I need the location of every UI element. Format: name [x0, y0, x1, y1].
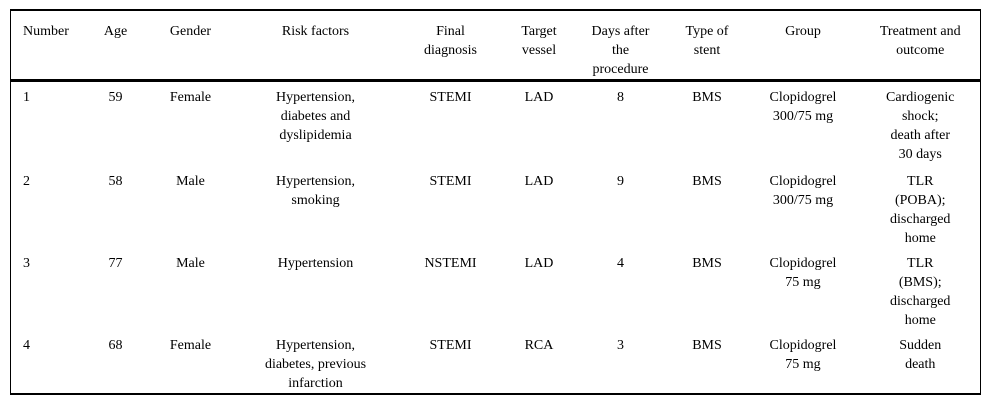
cell-treatment-outcome: Sudden death	[899, 337, 942, 372]
cell-days-after-procedure: 4	[617, 255, 624, 271]
cell-days-after-procedure: 9	[617, 173, 624, 189]
cell-number: 1	[23, 90, 30, 105]
table-row-2: 2 58 Male Hypertension, smoking STEMI LA…	[11, 166, 981, 248]
column-header-risk-factors: Risk factors	[235, 10, 396, 82]
cell-number: 2	[23, 173, 30, 189]
cell-treatment-outcome: TLR (POBA); discharged home	[890, 173, 951, 246]
cell-risk-factors: Hypertension	[277, 255, 354, 271]
cell-days-after-procedure: 3	[617, 337, 624, 353]
column-header-type-of-stent: Type of stent	[668, 10, 746, 82]
cell-final-diagnosis: STEMI	[429, 337, 472, 353]
table-header: Number Age Gender Risk factors Final dia…	[10, 10, 981, 82]
cell-target-vessel: LAD	[524, 173, 554, 189]
column-header-treatment-outcome: Treatment and outcome	[860, 10, 981, 82]
cell-final-diagnosis: STEMI	[429, 90, 472, 105]
table-body: 1 59 Female Hypertension, diabetes and d…	[11, 81, 981, 394]
cell-final-diagnosis: STEMI	[429, 173, 472, 189]
cell-target-vessel: LAD	[524, 255, 554, 271]
cell-number: 3	[23, 255, 30, 271]
column-header-age: Age	[85, 10, 146, 82]
cell-type-of-stent: BMS	[692, 90, 722, 105]
cell-gender: Male	[176, 173, 205, 189]
cell-group: Clopidogrel 75 mg	[769, 337, 837, 372]
cell-number: 4	[23, 337, 30, 353]
cell-type-of-stent: BMS	[692, 173, 722, 189]
cell-type-of-stent: BMS	[692, 255, 722, 271]
cell-type-of-stent: BMS	[692, 337, 722, 353]
column-header-group: Group	[745, 10, 861, 82]
cell-age: 59	[108, 90, 123, 105]
case-table-container: Number Age Gender Risk factors Final dia…	[10, 9, 982, 395]
cell-treatment-outcome: Cardiogenic shock; death after 30 days	[886, 90, 955, 162]
cell-final-diagnosis: NSTEMI	[424, 255, 477, 271]
cell-target-vessel: RCA	[524, 337, 554, 353]
cell-target-vessel: LAD	[524, 90, 554, 105]
cell-age: 77	[108, 255, 123, 271]
cell-days-after-procedure: 8	[617, 90, 624, 105]
cell-risk-factors: Hypertension, diabetes and dyslipidemia	[276, 90, 355, 143]
cell-group: Clopidogrel 300/75 mg	[769, 173, 837, 208]
header-row: Number Age Gender Risk factors Final dia…	[10, 10, 981, 82]
case-table: Number Age Gender Risk factors Final dia…	[10, 9, 981, 395]
cell-group: Clopidogrel 75 mg	[769, 255, 837, 290]
table-row-1: 1 59 Female Hypertension, diabetes and d…	[11, 81, 981, 166]
cell-gender: Male	[176, 255, 205, 271]
column-header-target-vessel: Target vessel	[505, 10, 573, 82]
column-header-gender: Gender	[145, 10, 236, 82]
column-header-final-diagnosis: Final diagnosis	[395, 10, 506, 82]
table-row-3: 3 77 Male Hypertension NSTEMI LAD 4 BMS …	[11, 248, 981, 330]
cell-age: 58	[108, 173, 123, 189]
cell-age: 68	[108, 337, 123, 353]
cell-risk-factors: Hypertension, diabetes, previous infarct…	[264, 337, 367, 391]
column-header-days-after-procedure: Days after the procedure	[572, 10, 669, 82]
cell-group: Clopidogrel 300/75 mg	[769, 90, 837, 124]
column-header-number: Number	[10, 10, 86, 82]
cell-treatment-outcome: TLR (BMS); discharged home	[890, 255, 951, 328]
table-row-4: 4 68 Female Hypertension, diabetes, prev…	[11, 330, 981, 394]
cell-gender: Female	[169, 90, 212, 105]
cell-gender: Female	[169, 337, 212, 353]
cell-risk-factors: Hypertension, smoking	[276, 173, 355, 208]
